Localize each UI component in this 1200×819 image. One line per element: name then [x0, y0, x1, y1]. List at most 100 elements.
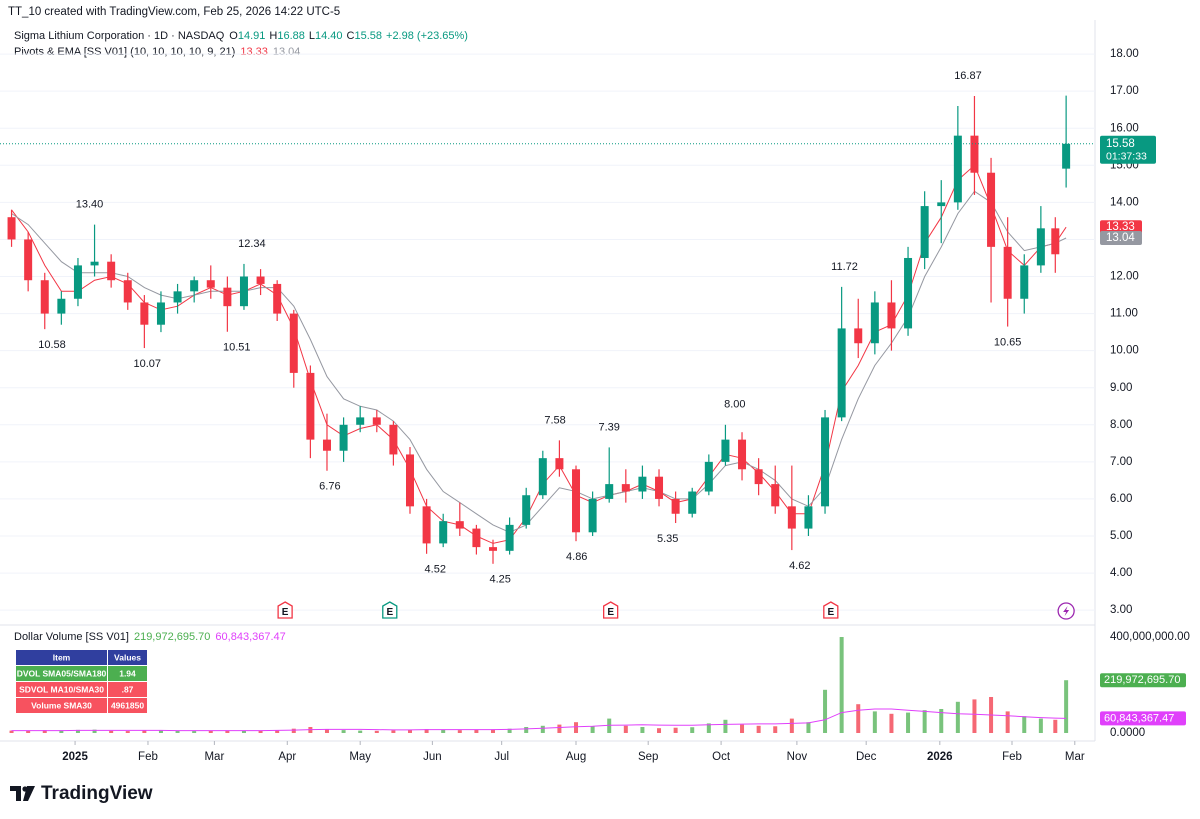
ohlc-label: H — [269, 30, 277, 42]
volume-bar — [922, 710, 927, 733]
candle-body — [156, 302, 165, 325]
candle-body — [206, 280, 215, 288]
volume-bar — [690, 727, 695, 733]
volume-tag-label: 219,972,695.70 — [1104, 674, 1180, 686]
pivot-label: 10.58 — [38, 339, 66, 351]
x-tick-label: Jun — [423, 751, 442, 763]
volume-bar — [806, 722, 811, 733]
candle-body — [970, 135, 979, 173]
candle-body — [621, 484, 630, 492]
candle-body — [821, 417, 830, 507]
candle-body — [24, 239, 33, 281]
candle-body — [904, 257, 913, 329]
earnings-label: E — [282, 607, 289, 618]
volume-bar — [125, 731, 130, 733]
pivot-label: 4.52 — [425, 564, 446, 576]
pivot-label: 8.00 — [724, 399, 745, 411]
volume-legend: Dollar Volume [SS V01] 219,972,695.70 60,8… — [14, 631, 286, 643]
volume-bar — [291, 728, 296, 733]
volume-bar — [26, 730, 31, 733]
logo-icon — [10, 786, 35, 801]
candle-body — [704, 461, 713, 492]
candle-body — [140, 302, 149, 325]
countdown-label: 01:37:33 — [1106, 151, 1147, 163]
volume-bar — [540, 725, 545, 733]
candle-body — [1003, 246, 1012, 299]
volume-bar — [524, 726, 529, 733]
volume-tag — [1100, 673, 1186, 688]
x-tick-label: Mar — [1065, 751, 1085, 763]
volume-bar — [241, 730, 246, 733]
volume-bar — [491, 729, 496, 733]
x-tick-label: Feb — [1002, 751, 1022, 763]
volume-bar — [208, 730, 213, 733]
earnings-marker — [277, 601, 293, 619]
candle-body — [1062, 143, 1071, 169]
candle-body — [854, 328, 863, 344]
candle-body — [57, 298, 66, 314]
volume-bar — [358, 730, 363, 733]
volume-bar — [324, 729, 329, 733]
x-tick-label: May — [349, 751, 371, 763]
volume-bar — [142, 730, 147, 733]
pivot-label: 7.39 — [599, 421, 620, 433]
x-tick-label: Mar — [204, 751, 224, 763]
y-tick-label: 5.00 — [1110, 530, 1132, 542]
volume-bar — [1022, 716, 1027, 733]
volume-bar — [872, 711, 877, 733]
y-tick-label: 17.00 — [1110, 85, 1139, 97]
y-tick-label: 8.00 — [1110, 419, 1132, 431]
candle-body — [123, 280, 132, 303]
table-cell — [16, 650, 107, 665]
earnings-marker — [603, 601, 619, 619]
candle-body — [655, 476, 664, 499]
volume-tick-label: 400,000,000.00 — [1110, 631, 1190, 643]
ohlc-value: 14.91 — [238, 30, 266, 42]
volume-bar — [789, 718, 794, 733]
table-text: SDVOL MA10/SMA30 — [19, 684, 104, 694]
pivot-label: 13.40 — [76, 199, 104, 211]
candle-body — [40, 280, 49, 314]
volume-bar — [856, 704, 861, 733]
volume-bar — [657, 728, 662, 733]
y-tick-label: 11.00 — [1110, 308, 1138, 320]
candle-body — [671, 498, 680, 514]
change: +2.98 (+23.65%) — [386, 30, 468, 42]
table-cell — [16, 682, 107, 697]
volume-ma-value: 60,843,367.47 — [215, 631, 285, 643]
brand: TradingView — [41, 783, 153, 804]
candle-body — [937, 202, 946, 207]
ema-tag — [1100, 230, 1142, 245]
candle-body — [1020, 265, 1029, 299]
volume-bar — [939, 708, 944, 733]
candle-body — [455, 521, 464, 529]
earnings-label: E — [827, 607, 834, 618]
volume-bar — [906, 712, 911, 733]
volume-bar — [1064, 680, 1069, 733]
volume-bar — [955, 701, 960, 733]
table-cell — [16, 666, 107, 681]
volume-bar — [424, 729, 429, 733]
candle-body — [90, 261, 99, 266]
candle-body — [356, 417, 365, 425]
volume-bar — [773, 726, 778, 733]
volume-bar — [557, 724, 562, 733]
pivot-label: 10.65 — [994, 336, 1022, 348]
candle-body — [223, 287, 232, 307]
candle-body — [439, 521, 448, 544]
volume-bar — [192, 731, 197, 733]
candle-body — [870, 302, 879, 344]
candle-body — [489, 547, 498, 551]
ema-slow-value: 13.04 — [273, 46, 301, 58]
candle-body — [987, 172, 996, 247]
pivot-label: 12.34 — [238, 238, 266, 250]
volume-bar — [972, 699, 977, 733]
ohlc-value: 16.88 — [277, 30, 305, 42]
volume-title: Dollar Volume [SS V01] — [14, 631, 129, 643]
symbol-legend: Sigma Lithium Corporation · 1D · NASDAQ O… — [14, 30, 468, 42]
volume-bar — [391, 730, 396, 733]
candle-body — [837, 328, 846, 418]
volume-bar — [1005, 711, 1010, 733]
x-tick-label: 2026 — [927, 751, 953, 763]
volume-bar — [457, 730, 462, 733]
